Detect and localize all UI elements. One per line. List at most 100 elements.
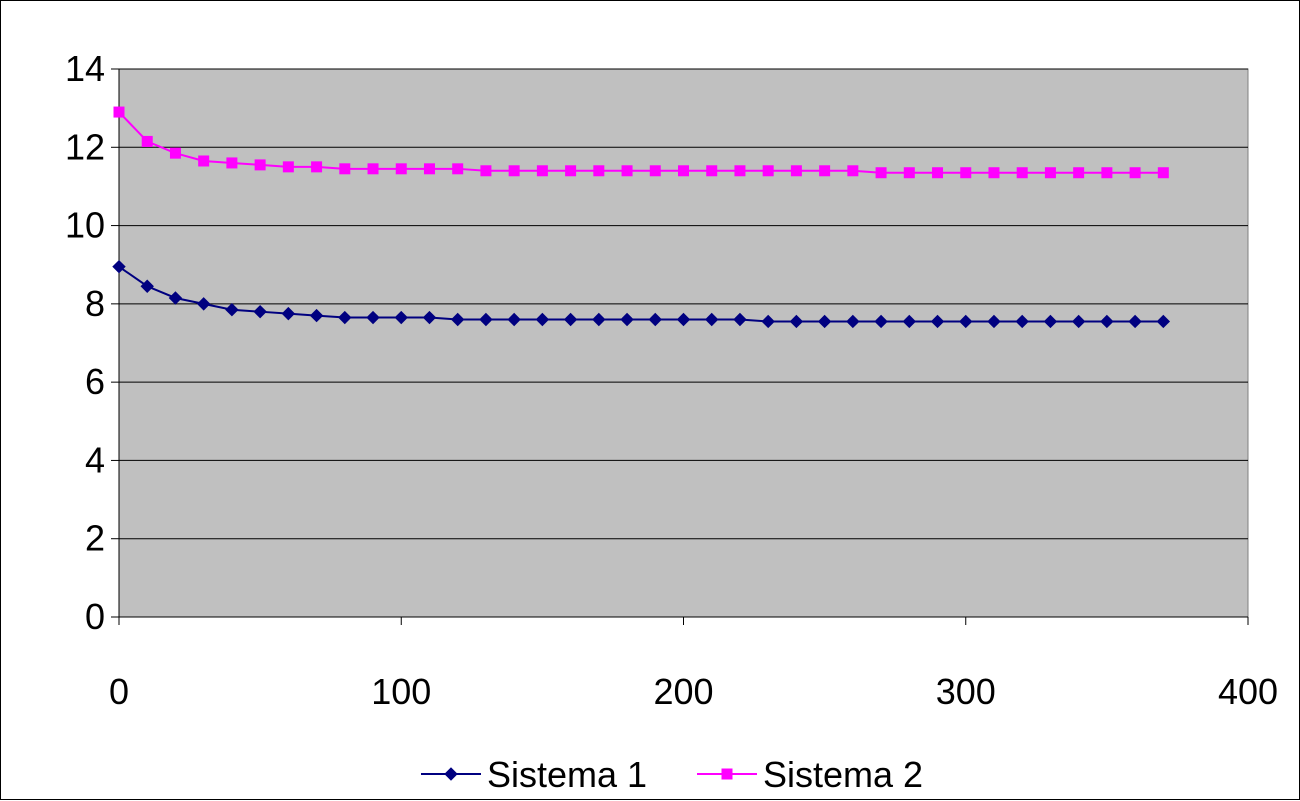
data-point <box>648 312 662 327</box>
data-point <box>423 163 435 175</box>
legend-label: Sistema 2 <box>763 754 923 795</box>
data-point <box>450 312 465 327</box>
series-layer <box>112 106 1171 329</box>
data-point <box>339 163 351 175</box>
legend: Sistema 1 Sistema 2 <box>421 754 923 795</box>
data-point <box>226 157 238 169</box>
data-point <box>1100 314 1114 329</box>
y-tick-label: 4 <box>85 439 105 480</box>
x-tick-label: 100 <box>371 671 431 712</box>
y-tick-label: 0 <box>85 596 105 637</box>
data-point <box>649 165 661 177</box>
data-point <box>113 106 125 118</box>
data-point <box>1101 167 1113 179</box>
gridlines <box>119 68 1248 540</box>
data-point <box>253 304 267 319</box>
data-point <box>678 165 689 177</box>
x-tick-label: 200 <box>653 671 713 712</box>
legend-label: Sistema 1 <box>487 754 647 795</box>
data-point <box>706 165 718 177</box>
y-tick-label: 2 <box>85 518 105 559</box>
data-point <box>565 165 577 177</box>
x-tick-label: 0 <box>109 671 129 712</box>
data-point <box>620 312 634 327</box>
data-point <box>535 312 550 327</box>
data-point <box>394 310 408 325</box>
data-point <box>1156 314 1171 329</box>
data-point <box>987 314 1001 329</box>
data-point <box>621 165 633 177</box>
data-point <box>875 167 887 179</box>
data-point <box>366 310 380 325</box>
data-point <box>169 147 181 159</box>
data-point <box>508 165 520 177</box>
data-point <box>988 167 1000 179</box>
data-point <box>733 312 747 327</box>
data-point <box>847 165 859 177</box>
y-tick-label: 12 <box>65 126 105 167</box>
data-point <box>141 135 153 147</box>
data-point <box>1157 167 1169 179</box>
data-point <box>734 165 746 177</box>
y-tick-label: 14 <box>65 48 105 89</box>
data-point <box>592 312 606 327</box>
data-point <box>140 279 154 293</box>
data-point <box>762 165 774 177</box>
plot-area <box>118 68 1249 618</box>
data-point <box>536 165 548 177</box>
data-point <box>932 167 944 179</box>
data-point <box>819 165 831 177</box>
data-point <box>846 314 860 329</box>
data-point <box>1071 314 1086 329</box>
data-point <box>112 259 126 274</box>
data-point <box>705 312 719 327</box>
data-point <box>789 314 804 329</box>
data-point <box>593 165 605 177</box>
data-point <box>874 314 888 329</box>
data-point <box>1016 167 1028 179</box>
data-point <box>1073 167 1085 179</box>
legend-marker <box>444 767 458 781</box>
data-point <box>1129 167 1141 179</box>
data-point <box>1128 314 1142 329</box>
data-point <box>479 312 493 327</box>
data-point <box>1044 167 1056 179</box>
data-point <box>422 310 437 325</box>
legend-item-2: Sistema 2 <box>697 754 923 795</box>
legend-item-1: Sistema 1 <box>421 754 647 795</box>
y-tick-label: 10 <box>65 205 105 246</box>
data-point <box>902 314 917 329</box>
x-tick-label: 400 <box>1218 671 1278 712</box>
data-point <box>930 314 945 329</box>
data-point <box>507 312 521 327</box>
data-point <box>480 165 492 177</box>
data-point <box>225 303 239 317</box>
legend-marker <box>721 768 733 780</box>
y-tick-label: 6 <box>85 361 105 402</box>
data-point <box>1043 314 1058 329</box>
data-point <box>395 163 407 175</box>
data-point <box>282 161 294 173</box>
data-point <box>903 167 915 179</box>
data-point <box>1015 314 1029 329</box>
axes: 0 2 4 6 8 10 12 14 0 100 200 300 400 <box>65 48 1278 712</box>
data-point <box>790 165 802 177</box>
data-point <box>281 306 296 321</box>
data-point <box>168 291 183 305</box>
data-point <box>338 310 352 325</box>
data-point <box>367 163 379 175</box>
y-tick-label: 8 <box>85 283 105 324</box>
data-point <box>761 314 775 329</box>
x-tick-label: 300 <box>936 671 996 712</box>
data-point <box>196 297 211 311</box>
data-point <box>960 167 972 179</box>
data-point <box>254 159 266 171</box>
data-point <box>309 308 324 323</box>
data-point <box>311 161 323 173</box>
series-2 <box>113 106 1169 179</box>
data-point <box>676 312 691 327</box>
series-1 <box>112 259 1171 329</box>
data-point <box>563 312 578 327</box>
